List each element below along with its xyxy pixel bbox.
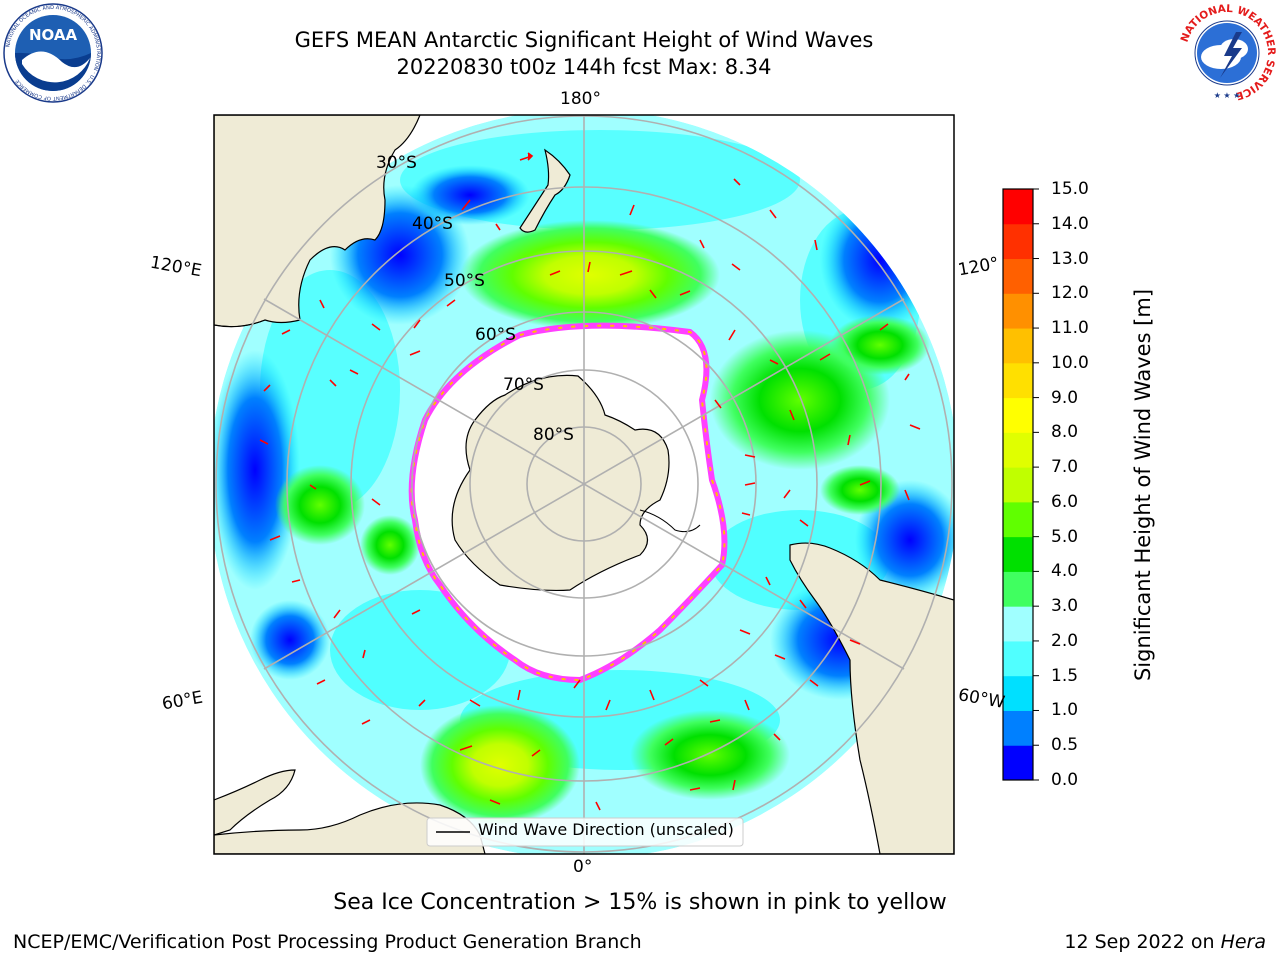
colorbar-swatch bbox=[1003, 258, 1033, 294]
svg-text:★ ★ ★: ★ ★ ★ bbox=[1214, 91, 1241, 100]
lat-label-80s: 80°S bbox=[533, 425, 574, 445]
lat-label-30s: 30°S bbox=[376, 153, 417, 173]
lat-label-70s: 70°S bbox=[503, 375, 544, 395]
footer-machine: Hera bbox=[1220, 931, 1266, 953]
colorbar-swatch bbox=[1003, 432, 1033, 468]
colorbar-swatch bbox=[1003, 640, 1033, 677]
footer-date-text: 12 Sep 2022 on bbox=[1064, 931, 1221, 953]
colorbar-tick-label: 9.0 bbox=[1051, 387, 1079, 408]
arrow-legend bbox=[426, 817, 744, 847]
colorbar-swatch bbox=[1003, 571, 1033, 607]
colorbar-tick-label: 0.5 bbox=[1051, 735, 1079, 756]
map-panel bbox=[214, 115, 954, 854]
footer-credit: NCEP/EMC/Verification Post Processing Pr… bbox=[13, 931, 642, 953]
arrow-legend-label: Wind Wave Direction (unscaled) bbox=[478, 820, 734, 839]
colorbar-tick-label: 8.0 bbox=[1051, 422, 1079, 443]
colorbar-swatch bbox=[1003, 675, 1033, 711]
lat-label-50s: 50°S bbox=[444, 271, 485, 291]
new-zealand-land bbox=[519, 148, 571, 233]
colorbar-tick-label: 14.0 bbox=[1051, 213, 1089, 234]
colorbar-tick-label: 2.0 bbox=[1051, 630, 1079, 651]
colorbar-title: Significant Height of Wind Waves [m] bbox=[1131, 288, 1155, 682]
antarctica-landmass bbox=[451, 374, 670, 592]
colorbar-tick-label: 11.0 bbox=[1051, 318, 1089, 339]
colorbar-tick-label: 13.0 bbox=[1051, 248, 1089, 269]
colorbar-tick-label: 7.0 bbox=[1051, 457, 1079, 478]
colorbar-swatch bbox=[1003, 362, 1033, 399]
australia-land bbox=[214, 115, 421, 328]
colorbar-swatch bbox=[1003, 467, 1033, 503]
colorbar-tick-label: 1.5 bbox=[1051, 665, 1079, 686]
africa-land bbox=[214, 769, 296, 836]
lat-label-40s: 40°S bbox=[412, 214, 453, 234]
noaa-logo: NOAA NATIONAL OCEANIC AND ATMOSPHERIC AD… bbox=[3, 3, 103, 103]
colorbar-swatch bbox=[1003, 606, 1033, 642]
colorbar-tick-label: 4.0 bbox=[1051, 561, 1079, 582]
colorbar-swatch bbox=[1003, 501, 1033, 538]
colorbar bbox=[1003, 188, 1039, 781]
colorbar-tick-label: 15.0 bbox=[1051, 179, 1089, 199]
colorbar-swatch bbox=[1003, 745, 1033, 781]
colorbar-swatch bbox=[1003, 223, 1033, 260]
nws-logo: NATIONAL WEATHER SERVICE ★ ★ ★ bbox=[1178, 3, 1277, 102]
map-subtitle: 20220830 t00z 144h fcst Max: 8.34 bbox=[396, 55, 772, 79]
colorbar-tick-label: 5.0 bbox=[1051, 526, 1079, 547]
colorbar-tick-label: 6.0 bbox=[1051, 491, 1079, 512]
colorbar-swatch bbox=[1003, 189, 1033, 225]
colorbar-tick-label: 1.0 bbox=[1051, 700, 1079, 721]
colorbar-swatch bbox=[1003, 710, 1033, 746]
lat-label-60s: 60°S bbox=[475, 325, 516, 345]
sea-ice-caption: Sea Ice Concentration > 15% is shown in … bbox=[333, 890, 947, 915]
colorbar-swatch bbox=[1003, 293, 1033, 329]
noaa-logo-text: NOAA bbox=[29, 26, 78, 44]
map-title: GEFS MEAN Antarctic Significant Height o… bbox=[294, 28, 874, 52]
colorbar-tick-label: 3.0 bbox=[1051, 596, 1079, 617]
colorbar-swatch bbox=[1003, 328, 1033, 364]
lon-label-180: 180° bbox=[560, 89, 601, 109]
wind-wave-arrows bbox=[259, 152, 921, 811]
colorbar-swatch bbox=[1003, 397, 1033, 433]
south-america-land bbox=[789, 542, 954, 854]
footer-date: 12 Sep 2022 on Hera bbox=[1064, 931, 1266, 953]
lon-label-0: 0° bbox=[573, 857, 593, 877]
colorbar-swatch bbox=[1003, 536, 1033, 572]
graticule bbox=[215, 115, 953, 854]
colorbar-tick-label: 0.0 bbox=[1051, 770, 1079, 790]
colorbar-tick-label: 10.0 bbox=[1051, 352, 1089, 373]
colorbar-tick-label: 12.0 bbox=[1051, 283, 1089, 304]
